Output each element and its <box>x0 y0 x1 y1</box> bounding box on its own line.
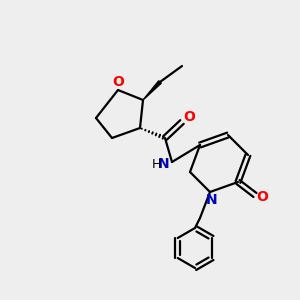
Text: O: O <box>112 75 124 89</box>
Text: N: N <box>206 193 218 207</box>
Text: O: O <box>183 110 195 124</box>
Polygon shape <box>143 81 161 100</box>
Text: O: O <box>256 190 268 204</box>
Text: H: H <box>151 158 161 170</box>
Text: N: N <box>158 157 170 171</box>
